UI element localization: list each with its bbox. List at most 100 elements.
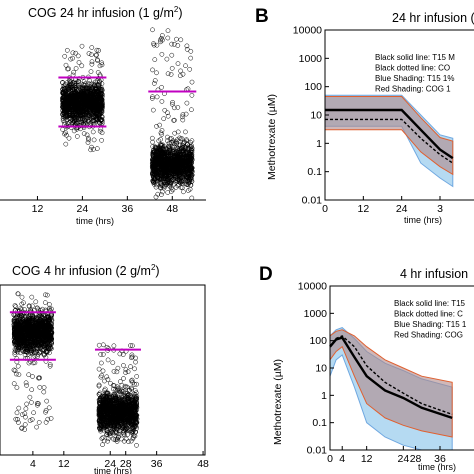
data-point	[65, 95, 71, 101]
data-point	[175, 61, 181, 66]
data-point	[173, 160, 179, 165]
data-point	[63, 103, 68, 108]
data-point	[150, 173, 156, 179]
data-point	[36, 375, 42, 381]
data-point	[188, 175, 193, 181]
data-point	[13, 335, 19, 341]
data-point	[43, 292, 48, 298]
data-point	[79, 63, 85, 69]
data-point	[47, 363, 53, 369]
data-point	[189, 92, 195, 98]
data-point	[159, 132, 165, 137]
data-point	[85, 140, 91, 145]
data-point	[69, 81, 75, 87]
data-point	[45, 313, 51, 319]
data-point	[70, 80, 76, 86]
data-point	[67, 113, 73, 119]
data-point	[11, 381, 17, 386]
data-point	[71, 69, 77, 75]
data-point	[29, 318, 34, 324]
data-point	[45, 416, 51, 422]
data-point	[120, 352, 126, 357]
data-point	[41, 347, 47, 353]
data-point	[39, 313, 45, 319]
data-point	[14, 340, 20, 346]
data-point	[79, 89, 85, 95]
data-point	[43, 334, 48, 340]
x-tick-label: 24	[396, 203, 408, 215]
data-point	[13, 416, 19, 422]
data-point	[48, 416, 54, 421]
legend-entry: Black dotted line: CO	[375, 64, 450, 73]
data-point	[188, 140, 193, 145]
data-point	[161, 158, 167, 163]
panel-a-percentile-lines	[58, 76, 197, 128]
data-point	[159, 99, 165, 104]
x-tick-label: 36	[151, 458, 163, 470]
solid-line	[325, 108, 454, 160]
data-point	[35, 354, 40, 359]
data-point	[94, 83, 100, 88]
data-point	[28, 335, 34, 340]
data-point	[169, 65, 175, 71]
data-point	[94, 108, 100, 114]
data-point	[94, 146, 100, 151]
data-point	[89, 115, 95, 120]
data-point	[96, 366, 102, 372]
y-tick-label: 1	[316, 138, 322, 150]
data-point	[97, 107, 103, 113]
data-point	[35, 351, 41, 357]
data-point	[26, 318, 32, 323]
data-point	[155, 178, 161, 184]
data-point	[122, 432, 127, 438]
data-point	[65, 120, 70, 126]
data-point	[15, 363, 21, 369]
data-point	[33, 299, 39, 305]
data-point	[44, 324, 50, 330]
data-point	[165, 71, 171, 77]
data-point	[26, 372, 32, 378]
data-point	[73, 114, 79, 120]
data-point	[43, 409, 48, 415]
data-point	[63, 62, 69, 68]
data-point	[152, 177, 158, 182]
data-point	[166, 141, 172, 146]
data-point	[91, 82, 97, 87]
data-point	[181, 189, 186, 195]
data-point	[158, 148, 163, 154]
data-point	[150, 67, 155, 73]
data-point	[178, 136, 184, 142]
data-point	[177, 180, 183, 186]
data-point	[96, 111, 101, 117]
data-point	[29, 387, 35, 393]
data-point	[72, 86, 78, 92]
data-point	[33, 333, 39, 339]
data-point	[19, 412, 25, 417]
data-point	[187, 166, 193, 172]
data-point	[169, 189, 174, 194]
data-point	[81, 99, 87, 104]
data-point	[46, 322, 51, 328]
data-point	[165, 134, 170, 140]
data-point	[110, 386, 116, 392]
data-point	[14, 327, 20, 333]
data-point	[26, 315, 32, 321]
data-point	[159, 51, 165, 57]
data-point	[159, 33, 165, 38]
data-point	[21, 300, 26, 306]
data-point	[165, 190, 171, 195]
data-point	[85, 118, 91, 124]
data-point	[84, 83, 90, 88]
data-point	[41, 389, 47, 395]
data-point	[73, 50, 79, 56]
data-point	[31, 340, 36, 346]
data-point	[159, 84, 164, 90]
data-point	[64, 101, 69, 107]
data-point	[131, 433, 137, 439]
data-point	[162, 183, 168, 189]
data-point	[23, 414, 28, 420]
data-point	[181, 158, 187, 164]
panel-c-xlabel: time (hrs)	[94, 466, 132, 474]
data-point	[82, 95, 88, 101]
